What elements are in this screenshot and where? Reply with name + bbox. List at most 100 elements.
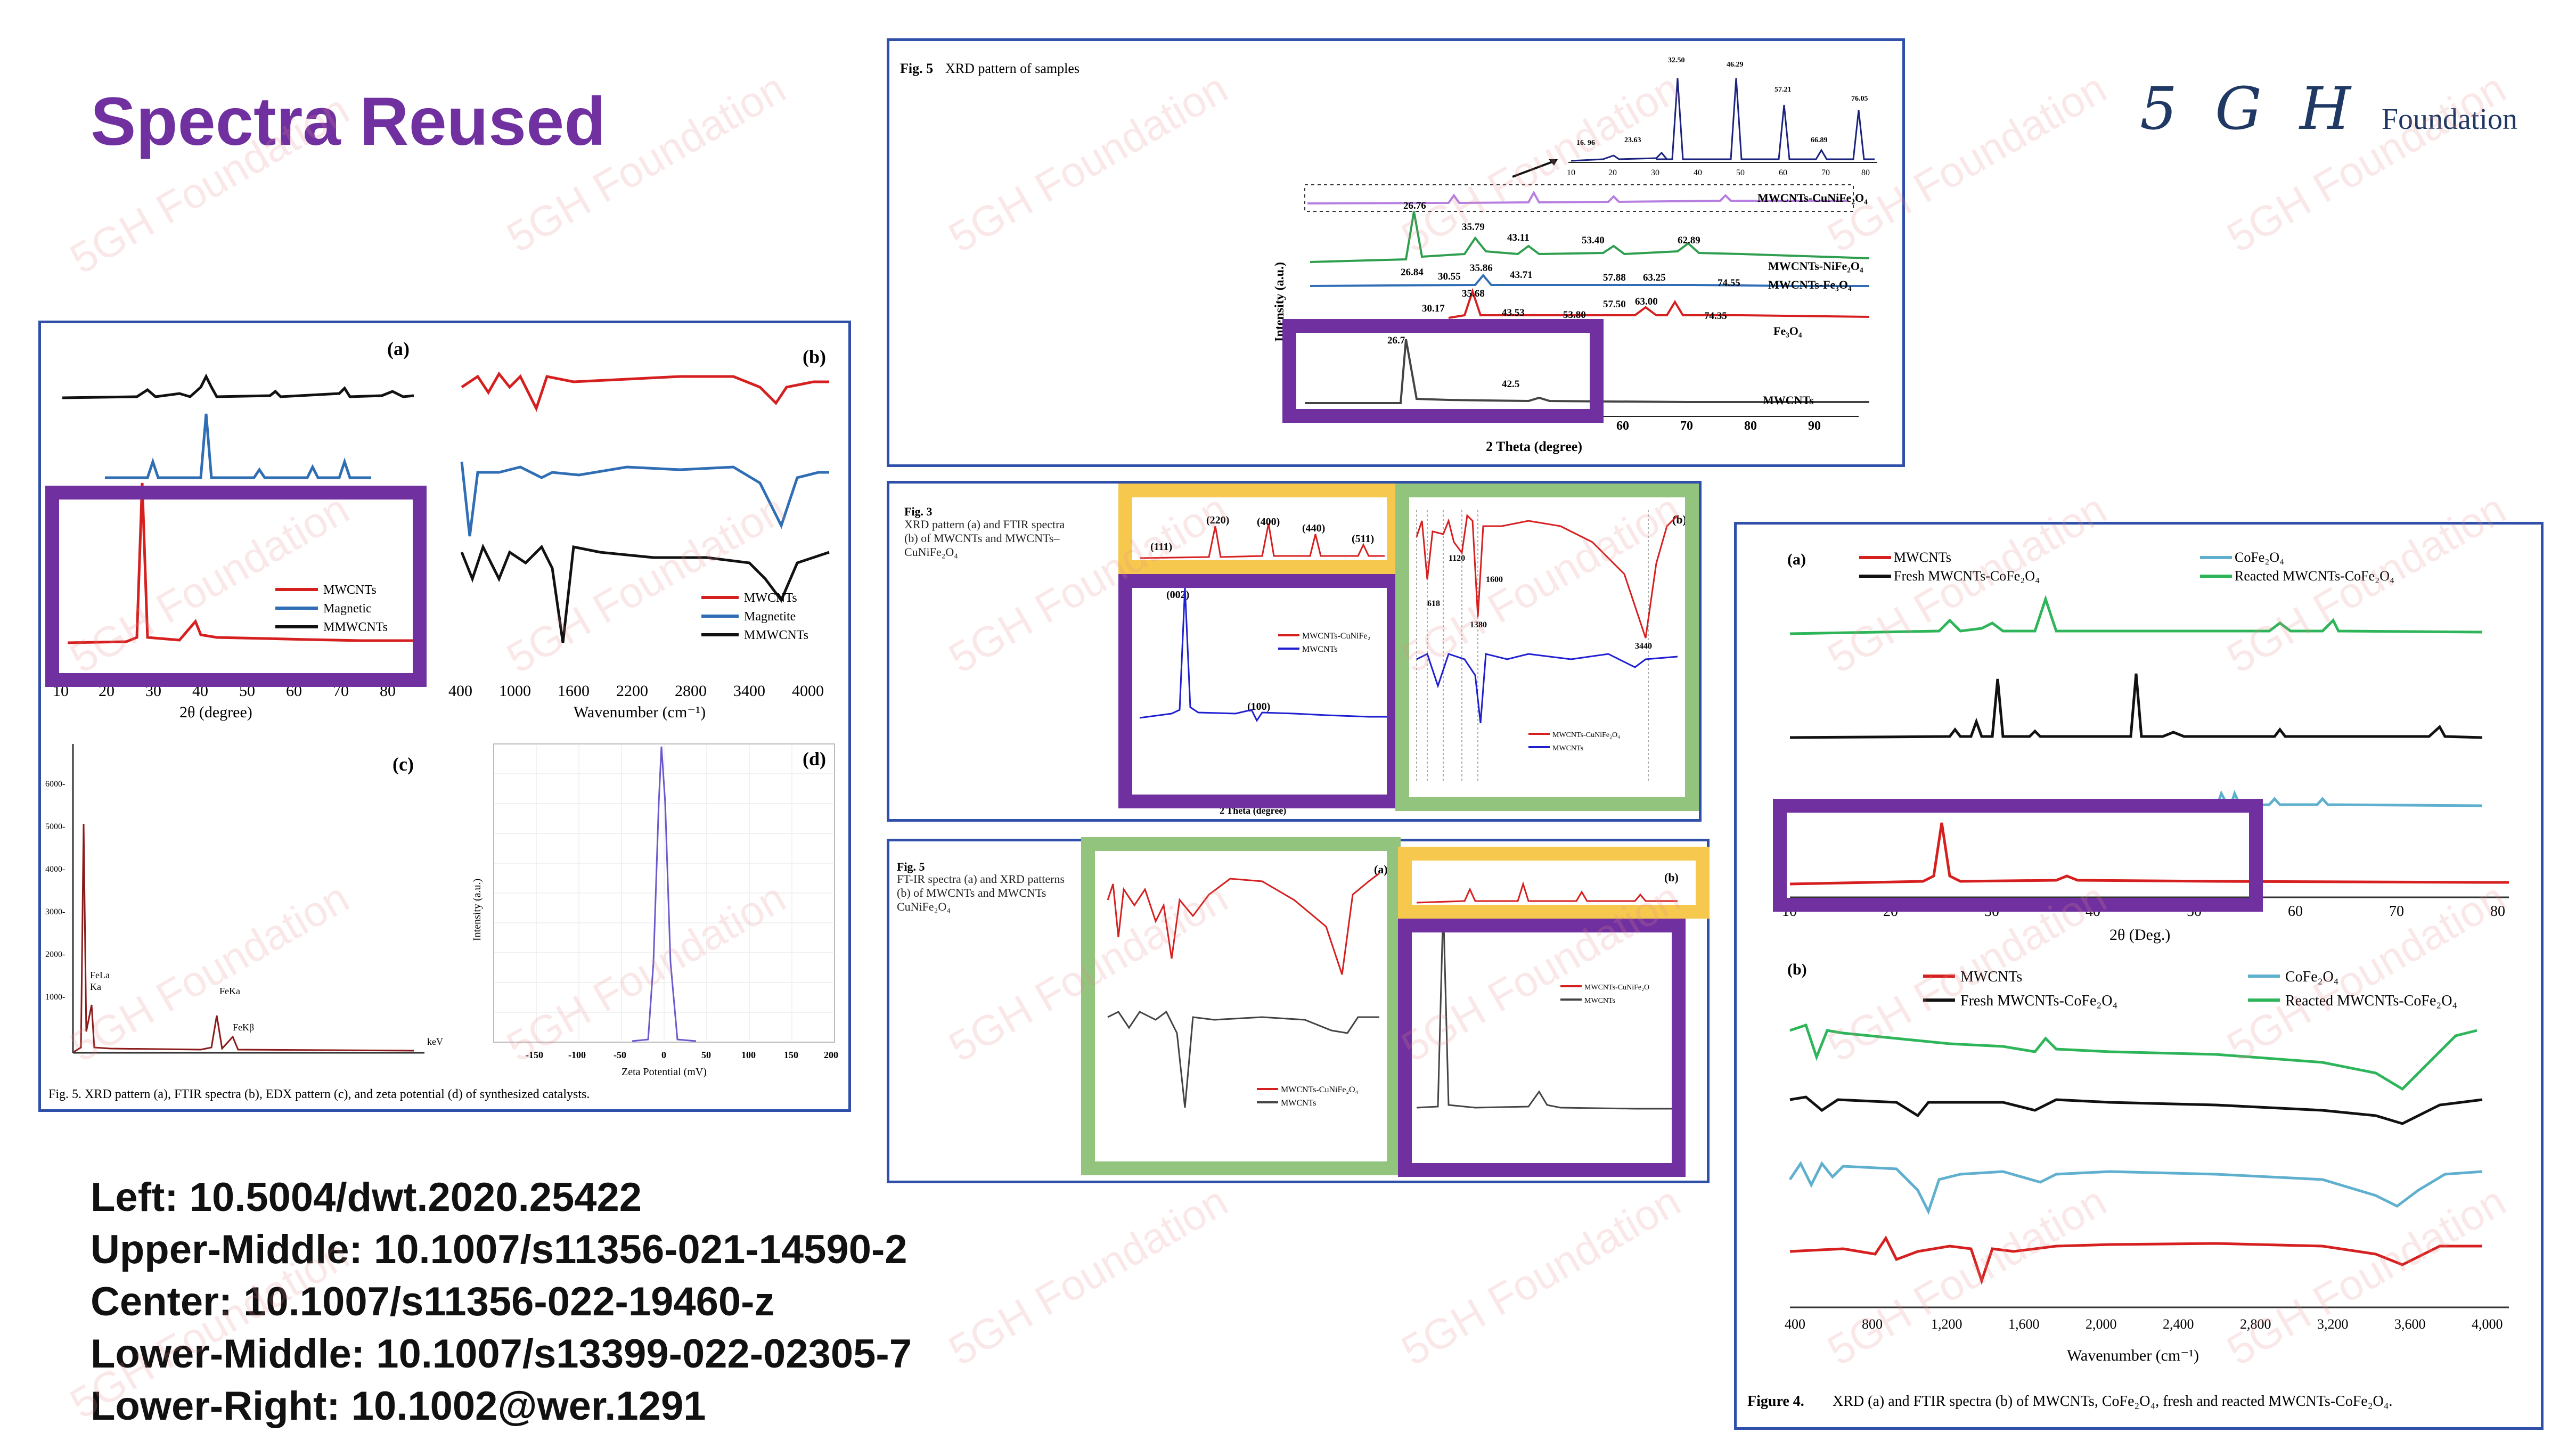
um-peak: 30.55 [1438, 271, 1461, 282]
left-b-tick: 400 [448, 682, 472, 700]
left-a-legend-item: MWCNTs [323, 583, 377, 597]
center-b-legend: MWCNTs-CuNiFe₂O₄ MWCNTs [1528, 731, 1620, 752]
lr-a-xlabel: 2θ (Deg.) [2109, 926, 2170, 944]
lr-a-legend-item: Reacted MWCNTs-CoFe₂O₄ [2235, 568, 2394, 584]
logo-text: Foundation [2381, 103, 2517, 136]
left-c-unit: keV [427, 1036, 443, 1047]
left-c-ytick: 5000- [45, 822, 65, 831]
left-a-red-trace [67, 482, 414, 644]
lr-a-label: (a) [1787, 551, 1806, 568]
lm-b-legend-item: MWCNTs-CuNiFe₂O [1584, 984, 1649, 992]
reference-lower-right: Lower-Right: 10.1002@wer.1291 [91, 1383, 706, 1429]
um-inset-tick: 20 [1608, 168, 1617, 177]
um-series-label: MWCNTs-CuNiFe₂O₄ [1757, 191, 1868, 204]
um-peak: 74.35 [1704, 310, 1727, 322]
um-peak: 35.86 [1470, 263, 1493, 274]
um-inset-peak: 66.89 [1811, 136, 1828, 144]
left-a-blue-trace [105, 413, 371, 479]
um-inset-tick: 60 [1779, 168, 1787, 177]
center-b-peak: 1120 [1449, 554, 1465, 563]
lower-middle-figure: Fig. 5 FT-IR spectra (a) and XRD pattern… [887, 837, 1710, 1183]
left-d-tick: -50 [614, 1050, 626, 1060]
left-d-ylabel: Intensity (a.u.) [471, 879, 483, 941]
lr-caption-label: Figure 4. [1747, 1393, 1804, 1410]
lm-b-legend: MWCNTs-CuNiFe₂O MWCNTs [1560, 984, 1649, 1005]
um-tick: 60 [1616, 419, 1629, 433]
um-inset-peak: 23.63 [1624, 136, 1641, 144]
um-tick: 90 [1808, 419, 1821, 433]
center-a-legend-item: MWCNTs-CuNiFe₂ [1302, 632, 1370, 641]
left-d-tick: 100 [741, 1050, 756, 1060]
left-b-legend-item: MWCNTs [744, 591, 797, 605]
reference-center: Center: 10.1007/s11356-022-19460-z [91, 1279, 775, 1324]
lr-b-tick: 800 [1862, 1316, 1883, 1332]
center-a-legend-item: MWCNTs [1302, 645, 1337, 654]
left-b-blue-trace [460, 461, 829, 537]
lr-a-legend: MWCNTs Fresh MWCNTs-CoFe₂O₄ CoFe₂O₄ Reac… [1859, 550, 2394, 584]
um-inset-tick: 10 [1567, 168, 1575, 177]
left-a-legend-item: Magnetic [323, 602, 372, 616]
lm-b-legend-item: MWCNTs [1584, 997, 1615, 1005]
left-b-legend-item: Magnetite [744, 610, 796, 624]
um-peak: 35.79 [1462, 222, 1485, 233]
left-c-peak-labels: FeLa Ka FeKa FeKβ keV [90, 970, 443, 1047]
left-b-tick: 1000 [499, 682, 531, 700]
um-inset-trace [1571, 78, 1875, 162]
um-trace-cunife [1307, 190, 1848, 204]
center-a-peak: (100) [1247, 701, 1270, 713]
um-inset-peaks: 32.50 46.29 57.21 76.05 16. 96 23.63 66.… [1576, 56, 1868, 147]
left-d-ticks: -150 -100 -50 0 50 100 150 200 [526, 1050, 838, 1060]
center-a-red-trace [1139, 523, 1385, 559]
lower-middle-green-box [1081, 837, 1401, 1175]
left-b-red-trace [461, 371, 829, 412]
um-peak: 63.00 [1635, 296, 1658, 307]
center-a-peak: (220) [1206, 514, 1229, 526]
lm-b-red-trace [1416, 881, 1678, 904]
references: Left: 10.5004/dwt.2020.25422 Upper-Middl… [91, 1172, 912, 1432]
left-d-trace [632, 746, 697, 1042]
left-d-tick: 150 [784, 1050, 798, 1060]
center-a-peaks: (111) (220) (400) (440) (511) (002) (100… [1150, 514, 1374, 713]
lr-b-tick: 2,800 [2240, 1316, 2271, 1332]
lm-a-legend-item: MWCNTs [1281, 1099, 1316, 1108]
lm-a-red-trace [1107, 872, 1380, 975]
um-inset-peak: 16. 96 [1576, 139, 1595, 147]
left-b-label: (b) [803, 346, 826, 367]
left-figure-graphics: (a) 2θ (degree) 10 20 30 40 50 60 70 80 … [45, 338, 838, 1101]
left-d-tick: -100 [568, 1050, 586, 1060]
lr-b-black-trace [1789, 1095, 2483, 1125]
um-peak: 30.17 [1422, 303, 1445, 314]
um-peak: 26.7 [1387, 335, 1405, 346]
lower-middle-purple-box [1398, 919, 1686, 1177]
lr-b-tick: 2,400 [2163, 1316, 2194, 1332]
left-b-tick: 2200 [616, 682, 648, 700]
left-b-tick: 3400 [733, 682, 765, 700]
center-b-peak: 618 [1427, 599, 1440, 608]
lr-a-tick: 80 [2490, 903, 2505, 920]
center-a-peak: (111) [1150, 541, 1172, 553]
left-b-ticks: 400 1000 1600 2200 2800 3400 4000 [448, 682, 824, 700]
left-a-legend-item: MMWCNTs [323, 620, 388, 634]
center-a-peak: (511) [1352, 533, 1374, 545]
center-figure: Fig. 3 XRD pattern (a) and FTIR spectra … [887, 481, 1702, 822]
left-figure: (a) 2θ (degree) 10 20 30 40 50 60 70 80 … [38, 321, 851, 1112]
left-figure-caption: Fig. 5. XRD pattern (a), FTIR spectra (b… [48, 1087, 590, 1101]
um-peak: 57.50 [1603, 299, 1626, 310]
lr-b-tick: 4,000 [2472, 1316, 2503, 1332]
lr-b-legend-item: MWCNTs [1960, 969, 2022, 985]
left-d-xlabel: Zeta Potential (mV) [621, 1066, 707, 1078]
center-a-blue-trace [1139, 587, 1387, 722]
left-a-black-trace [62, 373, 414, 399]
lm-caption: FT-IR spectra (a) and XRD patterns (b) o… [897, 872, 1065, 913]
lr-a-blue-trace [2242, 797, 2483, 807]
um-inset-tick: 80 [1861, 168, 1870, 177]
center-a-peak: (440) [1302, 522, 1325, 534]
um-ticks: 60 70 80 90 [1616, 419, 1821, 433]
um-tick: 80 [1744, 419, 1757, 433]
lr-a-tick: 60 [2288, 903, 2303, 920]
center-caption-label: Fig. 3 [904, 505, 933, 518]
um-peak: 53.40 [1582, 235, 1605, 246]
um-peak: 26.76 [1403, 200, 1426, 211]
center-yellow-box [1118, 484, 1401, 574]
lm-b-black-trace [1416, 905, 1678, 1110]
